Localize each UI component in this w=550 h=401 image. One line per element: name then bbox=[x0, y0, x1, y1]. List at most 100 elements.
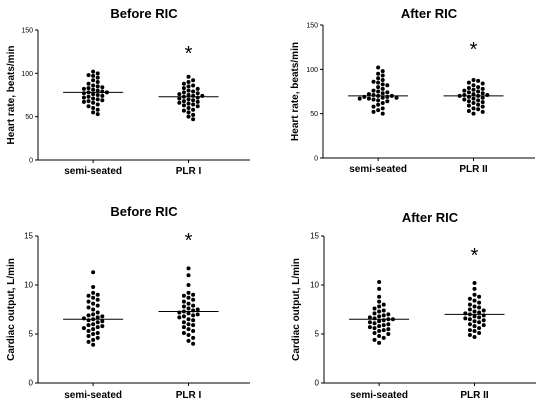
data-point bbox=[186, 266, 191, 271]
data-point bbox=[186, 110, 191, 115]
data-point bbox=[471, 101, 476, 106]
data-point bbox=[376, 98, 381, 103]
data-point bbox=[471, 106, 476, 111]
data-point bbox=[477, 315, 482, 320]
data-point bbox=[385, 90, 390, 95]
data-point bbox=[380, 77, 385, 82]
data-point bbox=[91, 322, 96, 327]
data-point bbox=[86, 86, 91, 91]
data-point bbox=[91, 110, 96, 115]
data-point bbox=[186, 295, 191, 300]
data-point bbox=[181, 320, 186, 325]
data-point bbox=[476, 107, 481, 112]
data-point bbox=[372, 326, 377, 331]
y-tick-label: 0 bbox=[29, 379, 34, 388]
data-point bbox=[372, 331, 377, 336]
data-point bbox=[181, 325, 186, 330]
data-point bbox=[186, 84, 191, 89]
data-point bbox=[476, 85, 481, 90]
data-point bbox=[380, 86, 385, 91]
data-point bbox=[186, 114, 191, 119]
data-point bbox=[376, 89, 381, 94]
data-point bbox=[467, 307, 472, 312]
data-point bbox=[367, 315, 372, 320]
data-point bbox=[466, 85, 471, 90]
data-point bbox=[177, 315, 182, 320]
data-point bbox=[191, 323, 196, 328]
data-point bbox=[91, 301, 96, 306]
data-point bbox=[376, 85, 381, 90]
data-point bbox=[186, 338, 191, 343]
data-point bbox=[100, 93, 105, 98]
data-point bbox=[372, 337, 377, 342]
x-tick-label: PLR II bbox=[459, 164, 488, 175]
data-point bbox=[372, 321, 377, 326]
data-point bbox=[480, 95, 485, 100]
data-point bbox=[86, 94, 91, 99]
data-point bbox=[177, 100, 182, 105]
data-point bbox=[377, 280, 382, 285]
data-point bbox=[466, 99, 471, 104]
data-point bbox=[376, 65, 381, 70]
data-point bbox=[381, 302, 386, 307]
data-point bbox=[381, 323, 386, 328]
chart-title: Before RIC bbox=[110, 6, 178, 21]
data-point bbox=[81, 326, 86, 331]
data-point bbox=[472, 292, 477, 297]
data-point bbox=[191, 297, 196, 302]
data-point bbox=[181, 304, 186, 309]
data-point bbox=[191, 303, 196, 308]
data-point bbox=[371, 109, 376, 114]
data-point bbox=[91, 337, 96, 342]
data-point bbox=[181, 293, 186, 298]
data-point bbox=[480, 86, 485, 91]
data-point bbox=[86, 333, 91, 338]
y-tick-label: 0 bbox=[315, 379, 320, 388]
data-point bbox=[371, 79, 376, 84]
y-tick-label: 50 bbox=[25, 114, 33, 121]
data-point bbox=[195, 95, 200, 100]
data-point bbox=[381, 313, 386, 318]
data-point bbox=[377, 324, 382, 329]
data-point bbox=[380, 111, 385, 116]
y-tick-label: 50 bbox=[310, 111, 318, 118]
data-point bbox=[86, 339, 91, 344]
data-point bbox=[191, 102, 196, 107]
data-point bbox=[477, 320, 482, 325]
panel-co-after-ric: After RIC Cardiac output, L/min 0 5 10 15 semi… bbox=[291, 210, 536, 401]
data-point bbox=[186, 106, 191, 110]
data-point bbox=[381, 308, 386, 313]
x-tick-label: semi-seated bbox=[64, 166, 122, 177]
data-point bbox=[357, 96, 362, 101]
data-point bbox=[95, 93, 100, 97]
data-point bbox=[366, 92, 371, 97]
data-point bbox=[186, 273, 191, 278]
data-point bbox=[472, 319, 477, 324]
data-point bbox=[476, 89, 481, 94]
data-point bbox=[472, 286, 477, 291]
chart-title: Before RIC bbox=[110, 204, 178, 219]
data-point bbox=[381, 335, 386, 340]
data-point bbox=[186, 311, 191, 316]
data-point bbox=[472, 314, 477, 319]
data-point bbox=[186, 88, 191, 93]
data-point bbox=[467, 328, 472, 333]
data-point bbox=[191, 78, 196, 83]
data-point bbox=[186, 101, 191, 106]
data-point bbox=[95, 331, 100, 336]
data-point bbox=[477, 294, 482, 299]
panel-co-before-ric: Before RIC Cardiac output, L/min 0 5 10 15 sem… bbox=[6, 204, 250, 401]
data-point bbox=[86, 81, 91, 86]
data-point bbox=[91, 69, 96, 74]
data-point bbox=[466, 109, 471, 114]
data-point bbox=[91, 284, 96, 289]
y-tick-label: 150 bbox=[306, 23, 318, 30]
data-point bbox=[95, 84, 100, 89]
data-point bbox=[91, 307, 96, 312]
y-tick-label: 15 bbox=[310, 232, 319, 241]
data-point bbox=[481, 318, 486, 323]
data-point bbox=[186, 80, 191, 84]
data-point bbox=[480, 81, 485, 86]
data-point bbox=[377, 294, 382, 299]
data-point bbox=[462, 88, 467, 93]
